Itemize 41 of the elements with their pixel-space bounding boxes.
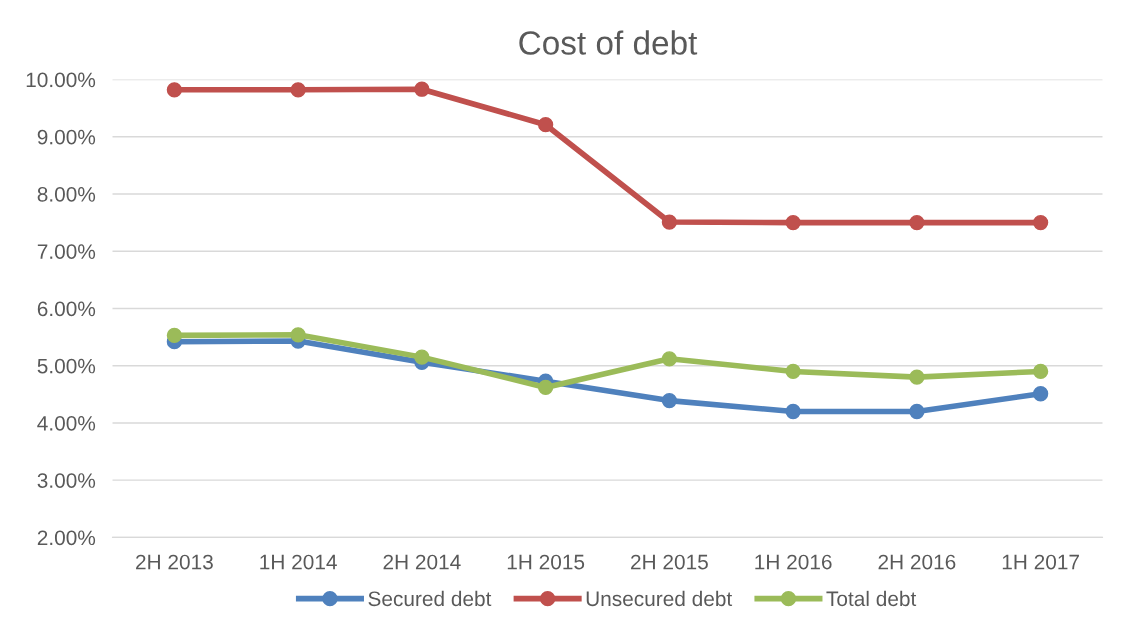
point: [414, 349, 430, 365]
x-tick-label: 2H 2013: [136, 554, 213, 570]
point: [290, 327, 306, 343]
y-tick-label: 8.00%: [37, 186, 96, 202]
legend-label: Secured debt: [368, 590, 492, 607]
y-tick-label: 10.00%: [26, 72, 96, 88]
y-tick-label: 4.00%: [37, 415, 96, 431]
point: [1032, 214, 1049, 231]
point: [785, 363, 801, 380]
y-tick-label: 3.00%: [37, 473, 96, 488]
chart-title: Cost of debt: [519, 30, 698, 55]
point: [414, 81, 430, 97]
x-tick-label: 1H 2016: [755, 554, 832, 570]
x-tick-label: 2H 2015: [631, 554, 708, 570]
legend-label: Total debt: [826, 590, 917, 607]
x-tick-label: 1H 2014: [260, 554, 337, 570]
point: [785, 403, 801, 420]
point: [1032, 363, 1049, 380]
point: [537, 379, 554, 396]
point: [785, 214, 801, 231]
point: [166, 327, 183, 344]
point: [290, 82, 306, 98]
point: [1032, 386, 1049, 402]
x-tick-label: 2H 2016: [878, 554, 956, 570]
point: [909, 369, 925, 385]
x-tick-label: 2H 2014: [383, 554, 461, 570]
x-tick-label: 1H 2015: [507, 554, 585, 570]
point: [537, 117, 554, 133]
y-tick-label: 6.00%: [37, 301, 96, 317]
y-tick-label: 5.00%: [37, 358, 96, 374]
legend-label: Unsecured debt: [586, 590, 733, 607]
y-tick-label: 7.00%: [37, 244, 96, 259]
point: [166, 82, 183, 98]
point: [909, 403, 925, 420]
point: [909, 214, 925, 231]
y-tick-label: 2.00%: [37, 530, 96, 546]
point: [661, 351, 678, 367]
point: [661, 392, 678, 409]
x-tick-label: 1H 2017: [1002, 554, 1079, 570]
point: [661, 214, 678, 230]
y-tick-label: 9.00%: [37, 129, 96, 145]
